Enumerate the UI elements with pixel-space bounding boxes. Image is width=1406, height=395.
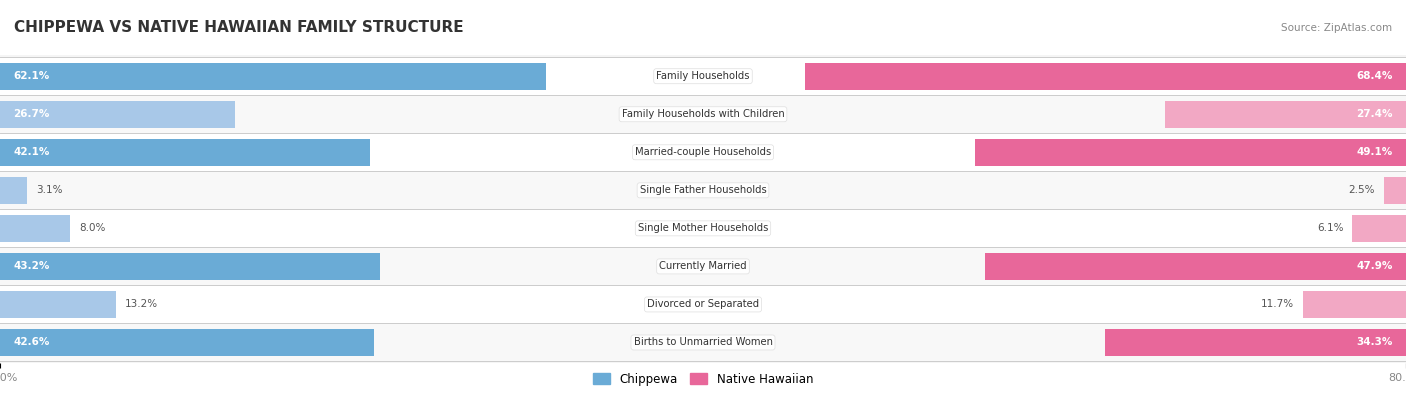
Text: 68.4%: 68.4% — [1357, 71, 1393, 81]
Text: Family Households: Family Households — [657, 71, 749, 81]
Bar — [0, 324, 1406, 361]
Text: Source: ZipAtlas.com: Source: ZipAtlas.com — [1281, 23, 1392, 33]
Bar — [0, 214, 70, 242]
Text: 43.2%: 43.2% — [13, 261, 49, 271]
Bar — [1303, 291, 1406, 318]
Bar — [0, 247, 1406, 286]
Bar — [1384, 177, 1406, 204]
Text: 27.4%: 27.4% — [1357, 109, 1393, 119]
Text: CHIPPEWA VS NATIVE HAWAIIAN FAMILY STRUCTURE: CHIPPEWA VS NATIVE HAWAIIAN FAMILY STRUC… — [14, 20, 464, 35]
Bar — [0, 57, 1406, 95]
Bar — [0, 291, 117, 318]
Bar — [0, 95, 1406, 133]
Bar — [0, 133, 1406, 171]
Legend: Chippewa, Native Hawaiian: Chippewa, Native Hawaiian — [588, 368, 818, 390]
Bar — [0, 177, 27, 204]
Bar — [974, 139, 1406, 166]
Bar — [0, 329, 374, 356]
Text: 3.1%: 3.1% — [37, 185, 62, 196]
Bar — [1105, 329, 1406, 356]
Bar — [0, 171, 1406, 209]
Text: Married-couple Households: Married-couple Households — [636, 147, 770, 157]
Text: 47.9%: 47.9% — [1357, 261, 1393, 271]
Bar — [0, 253, 380, 280]
Bar — [1166, 101, 1406, 128]
Bar — [804, 62, 1406, 90]
Text: 49.1%: 49.1% — [1357, 147, 1393, 157]
Bar — [986, 253, 1406, 280]
Text: Currently Married: Currently Married — [659, 261, 747, 271]
Text: 62.1%: 62.1% — [13, 71, 49, 81]
Text: Divorced or Separated: Divorced or Separated — [647, 299, 759, 309]
Text: Single Father Households: Single Father Households — [640, 185, 766, 196]
Bar — [0, 101, 235, 128]
Text: 8.0%: 8.0% — [79, 223, 105, 233]
Text: Single Mother Households: Single Mother Households — [638, 223, 768, 233]
Bar — [1353, 214, 1406, 242]
Text: 13.2%: 13.2% — [125, 299, 157, 309]
Text: 42.1%: 42.1% — [13, 147, 49, 157]
Text: 6.1%: 6.1% — [1317, 223, 1344, 233]
Bar — [0, 139, 370, 166]
Bar — [0, 286, 1406, 324]
Bar — [0, 209, 1406, 247]
Text: 11.7%: 11.7% — [1261, 299, 1295, 309]
Text: 26.7%: 26.7% — [13, 109, 49, 119]
Text: 2.5%: 2.5% — [1348, 185, 1375, 196]
Text: Births to Unmarried Women: Births to Unmarried Women — [634, 337, 772, 348]
Text: 34.3%: 34.3% — [1357, 337, 1393, 348]
Text: 42.6%: 42.6% — [13, 337, 49, 348]
Text: Family Households with Children: Family Households with Children — [621, 109, 785, 119]
Bar — [0, 62, 546, 90]
